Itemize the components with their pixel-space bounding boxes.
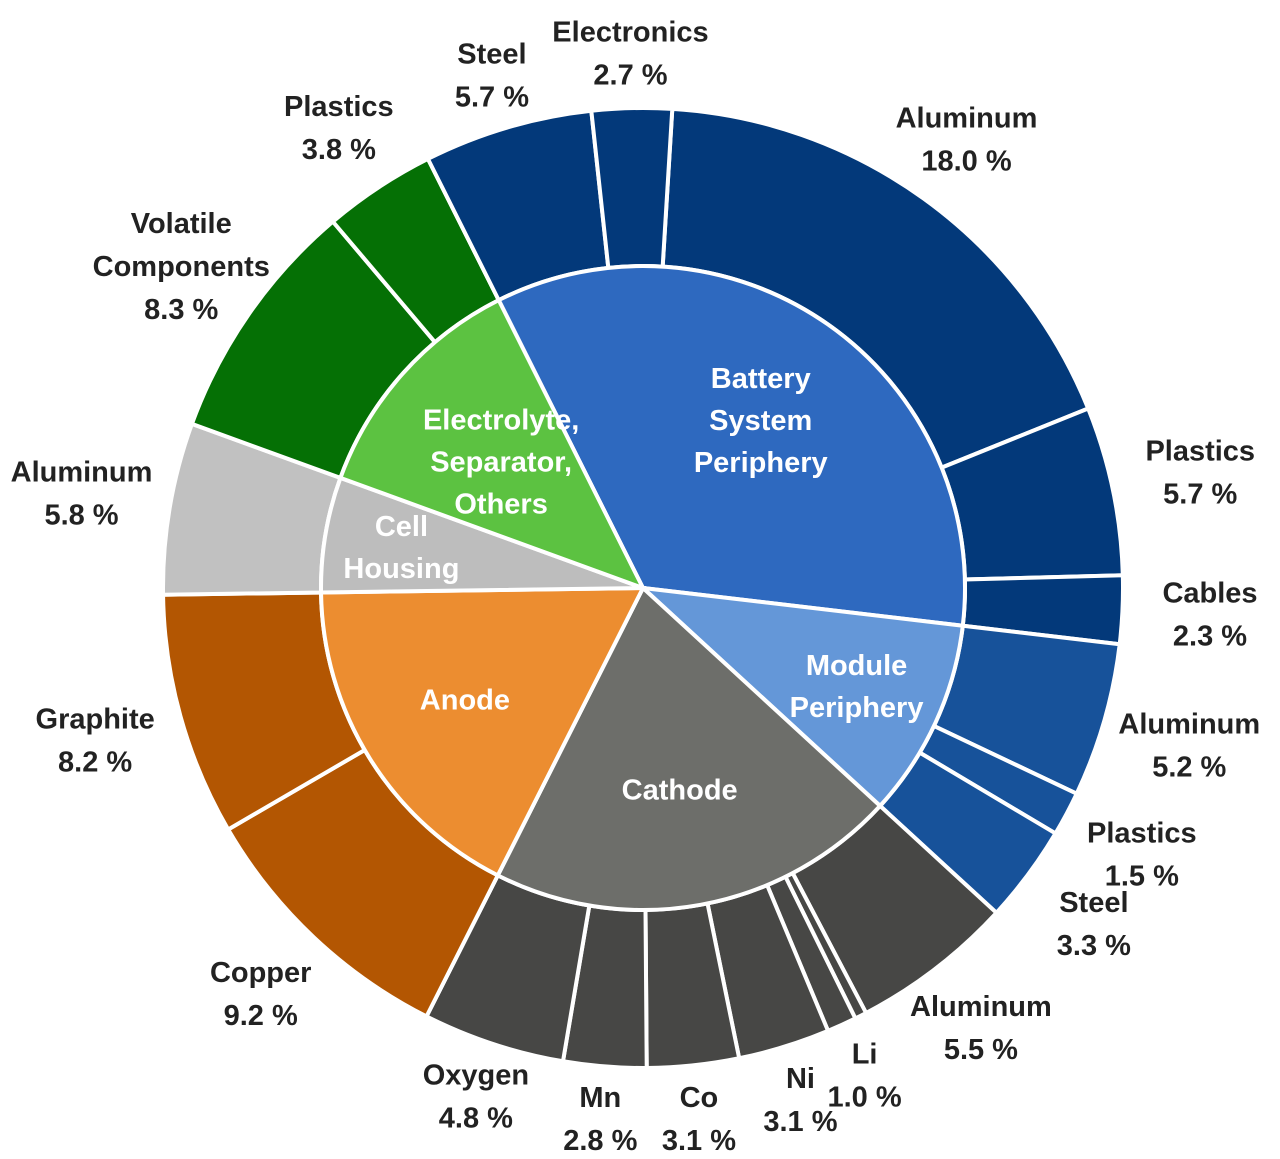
inner-slice-mp <box>637 585 966 809</box>
inner-slice-bsp <box>496 264 967 628</box>
outer-label-anode-copper: Copper 9.2 % <box>210 957 312 1032</box>
outer-label-bsp-electronics: Electronics 2.7 % <box>552 17 708 92</box>
outer-label-housing-aluminum: Aluminum 5.8 % <box>11 457 153 532</box>
outer-label-bsp-aluminum: Aluminum 18.0 % <box>896 103 1038 178</box>
inner-label-housing: Cell Housing <box>343 511 459 585</box>
outer-label-cathode-mn: Mn 2.8 % <box>563 1082 637 1157</box>
inner-label-cathode: Cathode <box>622 775 738 807</box>
outer-label-cathode-li: Li 1.0 % <box>828 1038 902 1113</box>
inner-slice-cathode <box>495 584 883 912</box>
outer-label-bsp-plastics: Plastics 5.7 % <box>1145 436 1255 511</box>
outer-label-electrolyte-volatile-components: Volatile Components 8.3 % <box>93 208 270 326</box>
inner-label-mp: Module Periphery <box>790 650 924 724</box>
outer-label-bsp-cables: Cables 2.3 % <box>1162 577 1257 652</box>
outer-label-cathode-ni: Ni 3.1 % <box>763 1063 837 1138</box>
outer-label-anode-graphite: Graphite 8.2 % <box>36 703 155 778</box>
outer-ring-labels: Aluminum 18.0 % Plastics 5.7 % Cables 2.3 % Al… <box>11 17 1261 1157</box>
outer-label-bsp-steel: Steel 5.7 % <box>455 38 529 113</box>
outer-label-mp-aluminum: Aluminum 5.2 % <box>1118 709 1260 784</box>
inner-slice-anode <box>319 585 647 879</box>
inner-label-electrolyte: Electrolyte, Separator, Others <box>423 405 579 521</box>
outer-label-mp-plastics: Plastics 1.5 % <box>1087 817 1197 892</box>
inner-ring <box>319 264 967 912</box>
outer-label-cathode-oxygen: Oxygen 4.8 % <box>423 1060 529 1135</box>
inner-ring-labels: Battery System Periphery Module Periphery Cat… <box>343 363 923 807</box>
inner-label-bsp: Battery System Periphery <box>694 363 828 479</box>
inner-slice-electrolyte <box>337 297 648 592</box>
outer-label-mp-steel: Steel 3.3 % <box>1057 887 1131 962</box>
outer-label-cathode-co: Co 3.1 % <box>662 1082 736 1157</box>
inner-label-anode: Anode <box>420 684 510 716</box>
outer-label-electrolyte-plastics: Plastics 3.8 % <box>284 91 394 166</box>
outer-label-cathode-aluminum: Aluminum 5.5 % <box>910 991 1052 1066</box>
